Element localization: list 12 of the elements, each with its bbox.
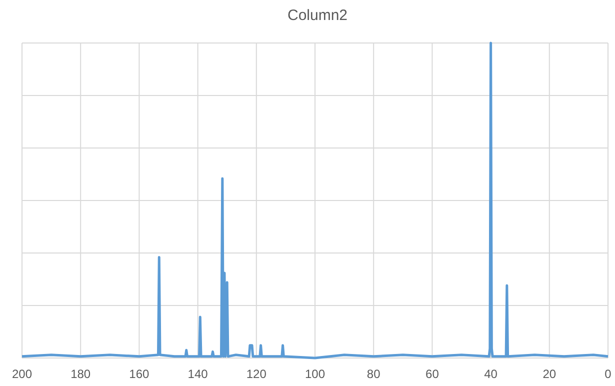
x-tick-label: 40: [484, 367, 498, 381]
x-tick-label: 160: [129, 367, 150, 381]
x-tick-label: 60: [426, 367, 440, 381]
x-tick-label: 140: [188, 367, 208, 381]
x-tick-label: 120: [246, 367, 267, 381]
x-tick-label: 100: [304, 367, 326, 381]
x-tick-label: 80: [366, 367, 381, 381]
x-tick-label: 0: [604, 367, 612, 381]
x-tick-label: 200: [12, 367, 32, 381]
x-tick-label: 180: [70, 367, 91, 381]
x-tick-label: 20: [542, 367, 556, 381]
chart-title: Column2: [287, 7, 348, 24]
